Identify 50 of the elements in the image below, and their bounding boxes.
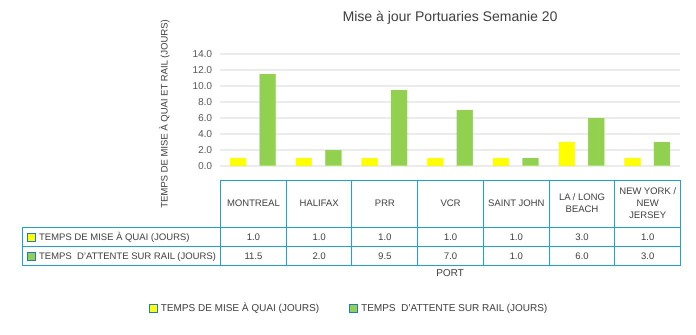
bar <box>492 158 510 166</box>
y-tick-label: 6.0 <box>198 112 212 124</box>
data-label: 11.5 <box>220 246 287 266</box>
bar <box>230 158 246 166</box>
bar <box>588 118 604 166</box>
text: TEMPS D’ATTENTE SUR RAIL (JOURS) <box>361 303 548 314</box>
data-label: 7.0 <box>417 246 484 266</box>
bar <box>654 142 670 166</box>
bar <box>522 158 539 166</box>
bar <box>427 158 444 166</box>
x-tick-label: HALIFAX <box>286 180 352 228</box>
x-tick-label: PRR <box>351 180 418 228</box>
y-tick-label: 10.0 <box>192 80 212 92</box>
data-label: 3.0 <box>614 246 681 266</box>
bar <box>296 158 312 166</box>
y-tick-label: 8.0 <box>198 96 212 108</box>
bar <box>624 158 640 166</box>
y-tick-label: 0.0 <box>198 160 212 172</box>
x-tick-label: NEW YORK / NEW JERSEY <box>614 180 681 228</box>
bar <box>325 150 342 166</box>
data-label: 6.0 <box>548 246 616 266</box>
legend-label: TEMPS D’ATTENTE SUR RAIL (JOURS) <box>39 250 216 262</box>
bar <box>260 74 276 166</box>
text: TEMPS DE MISE À QUAI (JOURS) <box>160 303 320 314</box>
data-label: 1.0 <box>482 246 550 266</box>
data-label: 1.0 <box>482 227 550 247</box>
y-tick-label: 4.0 <box>198 128 212 140</box>
data-label: 1.0 <box>286 227 352 247</box>
y-axis-title: TEMPS DE MISE À QUAI ET RAIL (JOURS) <box>160 19 170 208</box>
bar <box>361 158 378 166</box>
data-label: 2.0 <box>286 246 352 266</box>
x-tick-label: SAINT JOHN <box>482 180 550 228</box>
data-label: 1.0 <box>220 227 287 247</box>
data-label: 1.0 <box>614 227 681 247</box>
data-label: 1.0 <box>351 227 418 247</box>
x-axis-title: PORT <box>435 268 465 279</box>
x-tick-label: MONTREAL <box>220 180 287 228</box>
chart-title: Mise à jour Portuaries Semanie 20 <box>342 8 558 24</box>
bar <box>456 110 473 166</box>
y-tick-label: 2.0 <box>198 144 212 156</box>
data-label: 3.0 <box>548 227 616 247</box>
legend-label: TEMPS DE MISE À QUAI (JOURS) <box>39 232 190 242</box>
data-label: 1.0 <box>417 227 484 247</box>
x-tick-label: LA / LONG BEACH <box>548 180 616 228</box>
bar <box>558 142 575 166</box>
x-tick-label: VCR <box>417 180 484 228</box>
y-tick-label: 12.0 <box>192 64 212 76</box>
bar <box>390 90 408 166</box>
data-label: 9.5 <box>351 246 418 266</box>
y-tick-label: 14.0 <box>192 48 212 60</box>
